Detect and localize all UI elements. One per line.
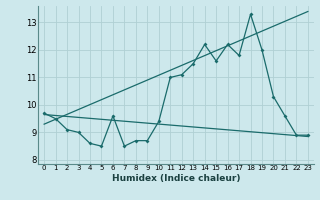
X-axis label: Humidex (Indice chaleur): Humidex (Indice chaleur) (112, 174, 240, 183)
